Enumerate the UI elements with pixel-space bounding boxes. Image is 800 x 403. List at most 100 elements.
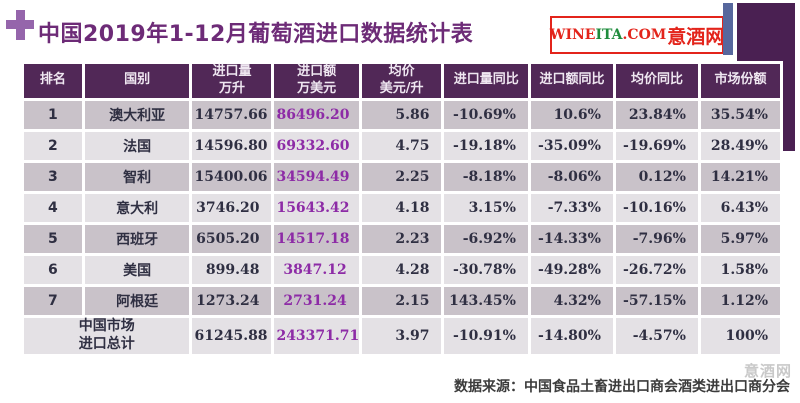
table-cell: 69332.60: [271, 128, 362, 163]
table-cell: 4.32%: [527, 283, 616, 318]
table-cell: 0.12%: [612, 159, 701, 194]
data-source-note: 数据来源：中国食品土畜进出口商会酒类进出口商分会: [454, 379, 790, 395]
table-cell: 3.15%: [441, 190, 531, 225]
table-cell: 5.97%: [697, 221, 784, 256]
table-cell: -57.15%: [612, 283, 701, 318]
total-row-label: 中国市场 进口总计: [20, 314, 193, 357]
blue-bar-decoration: [723, 3, 733, 55]
table-header-row: 排名 国别 进口量 万升 进口额 万美元 均价 美元/升 进口量同比 进口额同比 均价同比 市场份额: [21, 61, 784, 101]
table-cell: -4.57%: [612, 314, 701, 357]
table-cell: 14.21%: [697, 159, 784, 194]
table-cell: 6.43%: [697, 190, 784, 225]
table-cell: -8.06%: [527, 159, 616, 194]
table-row: 7 阿根廷 1273.24 2731.24 2.15 143.45% 4.32% -57.15…: [21, 283, 784, 318]
table-cell: 100%: [697, 314, 784, 357]
table-cell: -10.16%: [612, 190, 701, 225]
table-cell: 14757.66: [189, 97, 275, 132]
column-header: 进口量同比: [441, 61, 531, 101]
column-header: 进口额同比: [527, 61, 616, 101]
table-cell: 14596.80: [189, 128, 275, 163]
column-header: 均价同比: [612, 61, 701, 101]
table-cell: 4.75: [358, 128, 445, 163]
table-cell: -7.96%: [612, 221, 701, 256]
table-cell: 61245.88: [189, 314, 275, 357]
table-total-row: 中国市场 进口总计 61245.88 243371.71 3.97 -10.91% -14.…: [20, 314, 784, 357]
table-cell: 2731.24: [271, 283, 362, 318]
table-cell: 3.97: [358, 314, 445, 357]
table-cell: 2.15: [358, 283, 445, 318]
table-cell: 5: [21, 221, 85, 256]
column-header: 进口额 万美元: [271, 61, 362, 101]
table-cell: 智利: [81, 159, 193, 194]
table-cell: -14.80%: [527, 314, 616, 357]
table-cell: 86496.20: [271, 97, 362, 132]
logo-text-com: .COM: [622, 27, 667, 43]
table-cell: 4.28: [358, 252, 445, 287]
table-row: 2 法国 14596.80 69332.60 4.75 -19.18% -35.09% -19…: [21, 128, 784, 163]
table-cell: 3: [21, 159, 85, 194]
table-cell: 10.6%: [527, 97, 616, 132]
table-row: 3 智利 15400.06 34594.49 2.25 -8.18% -8.06% 0.12%…: [21, 159, 784, 194]
table-row: 1 澳大利亚 14757.66 86496.20 5.86 -10.69% 10.6% 23.…: [21, 97, 784, 132]
table-cell: 28.49%: [697, 128, 784, 163]
table-cell: 法国: [81, 128, 193, 163]
table-cell: 7: [21, 283, 85, 318]
table-cell: 2.25: [358, 159, 445, 194]
table-row: 4 意大利 3746.20 15643.42 4.18 3.15% -7.33% -10.16…: [21, 190, 784, 225]
wine-import-table: 排名 国别 进口量 万升 进口额 万美元 均价 美元/升 进口量同比 进口额同比 均价同比 市场份额 …: [20, 61, 784, 357]
wineita-logo: WINE ITA .COM 意酒网: [550, 16, 724, 54]
table-cell: 15400.06: [189, 159, 275, 194]
column-header: 进口量 万升: [189, 61, 275, 101]
table-cell: -30.78%: [441, 252, 531, 287]
table-cell: 意大利: [81, 190, 193, 225]
table-cell: -26.72%: [612, 252, 701, 287]
table-cell: 15643.42: [271, 190, 362, 225]
table-cell: 2.23: [358, 221, 445, 256]
table-cell: 14517.18: [271, 221, 362, 256]
table-cell: 1.12%: [697, 283, 784, 318]
table-row: 5 西班牙 6505.20 14517.18 2.23 -6.92% -14.33% -7.9…: [21, 221, 784, 256]
table-cell: 澳大利亚: [81, 97, 193, 132]
table-cell: 6: [21, 252, 85, 287]
logo-text-wine: WINE: [549, 27, 596, 43]
table-cell: 243371.71: [271, 314, 362, 357]
table-cell: -19.69%: [612, 128, 701, 163]
table-cell: 1: [21, 97, 85, 132]
table-cell: 34594.49: [271, 159, 362, 194]
table-cell: -7.33%: [527, 190, 616, 225]
table-cell: -10.91%: [441, 314, 531, 357]
table-cell: 3746.20: [189, 190, 275, 225]
table-cell: -14.33%: [527, 221, 616, 256]
table-cell: -8.18%: [441, 159, 531, 194]
table-cell: -10.69%: [441, 97, 531, 132]
table-cell: -49.28%: [527, 252, 616, 287]
column-header: 市场份额: [697, 61, 784, 101]
table-cell: 899.48: [189, 252, 275, 287]
table-cell: 23.84%: [612, 97, 701, 132]
table-cell: 4: [21, 190, 85, 225]
table-cell: 143.45%: [441, 283, 531, 318]
table-cell: -35.09%: [527, 128, 616, 163]
table-cell: 2: [21, 128, 85, 163]
logo-text-ita: ITA: [595, 27, 623, 43]
table-row: 6 美国 899.48 3847.12 4.28 -30.78% -49.28% -26.72…: [21, 252, 784, 287]
table-cell: -19.18%: [441, 128, 531, 163]
table-cell: -6.92%: [441, 221, 531, 256]
table-cell: 5.86: [358, 97, 445, 132]
table-cell: 阿根廷: [81, 283, 193, 318]
table-cell: 4.18: [358, 190, 445, 225]
table-cell: 1273.24: [189, 283, 275, 318]
table-header: 排名 国别 进口量 万升 进口额 万美元 均价 美元/升 进口量同比 进口额同比 均价同比 市场份额: [21, 61, 784, 101]
logo-text-cn: 意酒网: [667, 25, 725, 48]
column-header: 排名: [21, 61, 85, 101]
table-cell: 3847.12: [271, 252, 362, 287]
column-header: 均价 美元/升: [358, 61, 445, 101]
table-cell: 美国: [81, 252, 193, 287]
table-body: 1 澳大利亚 14757.66 86496.20 5.86 -10.69% 10.6% 23.…: [20, 97, 784, 357]
page-title: 中国2019年1-12月葡萄酒进口数据统计表: [38, 22, 474, 47]
plus-decoration-icon: [6, 10, 34, 40]
column-header: 国别: [81, 61, 193, 101]
table-cell: 1.58%: [697, 252, 784, 287]
table-cell: 西班牙: [81, 221, 193, 256]
